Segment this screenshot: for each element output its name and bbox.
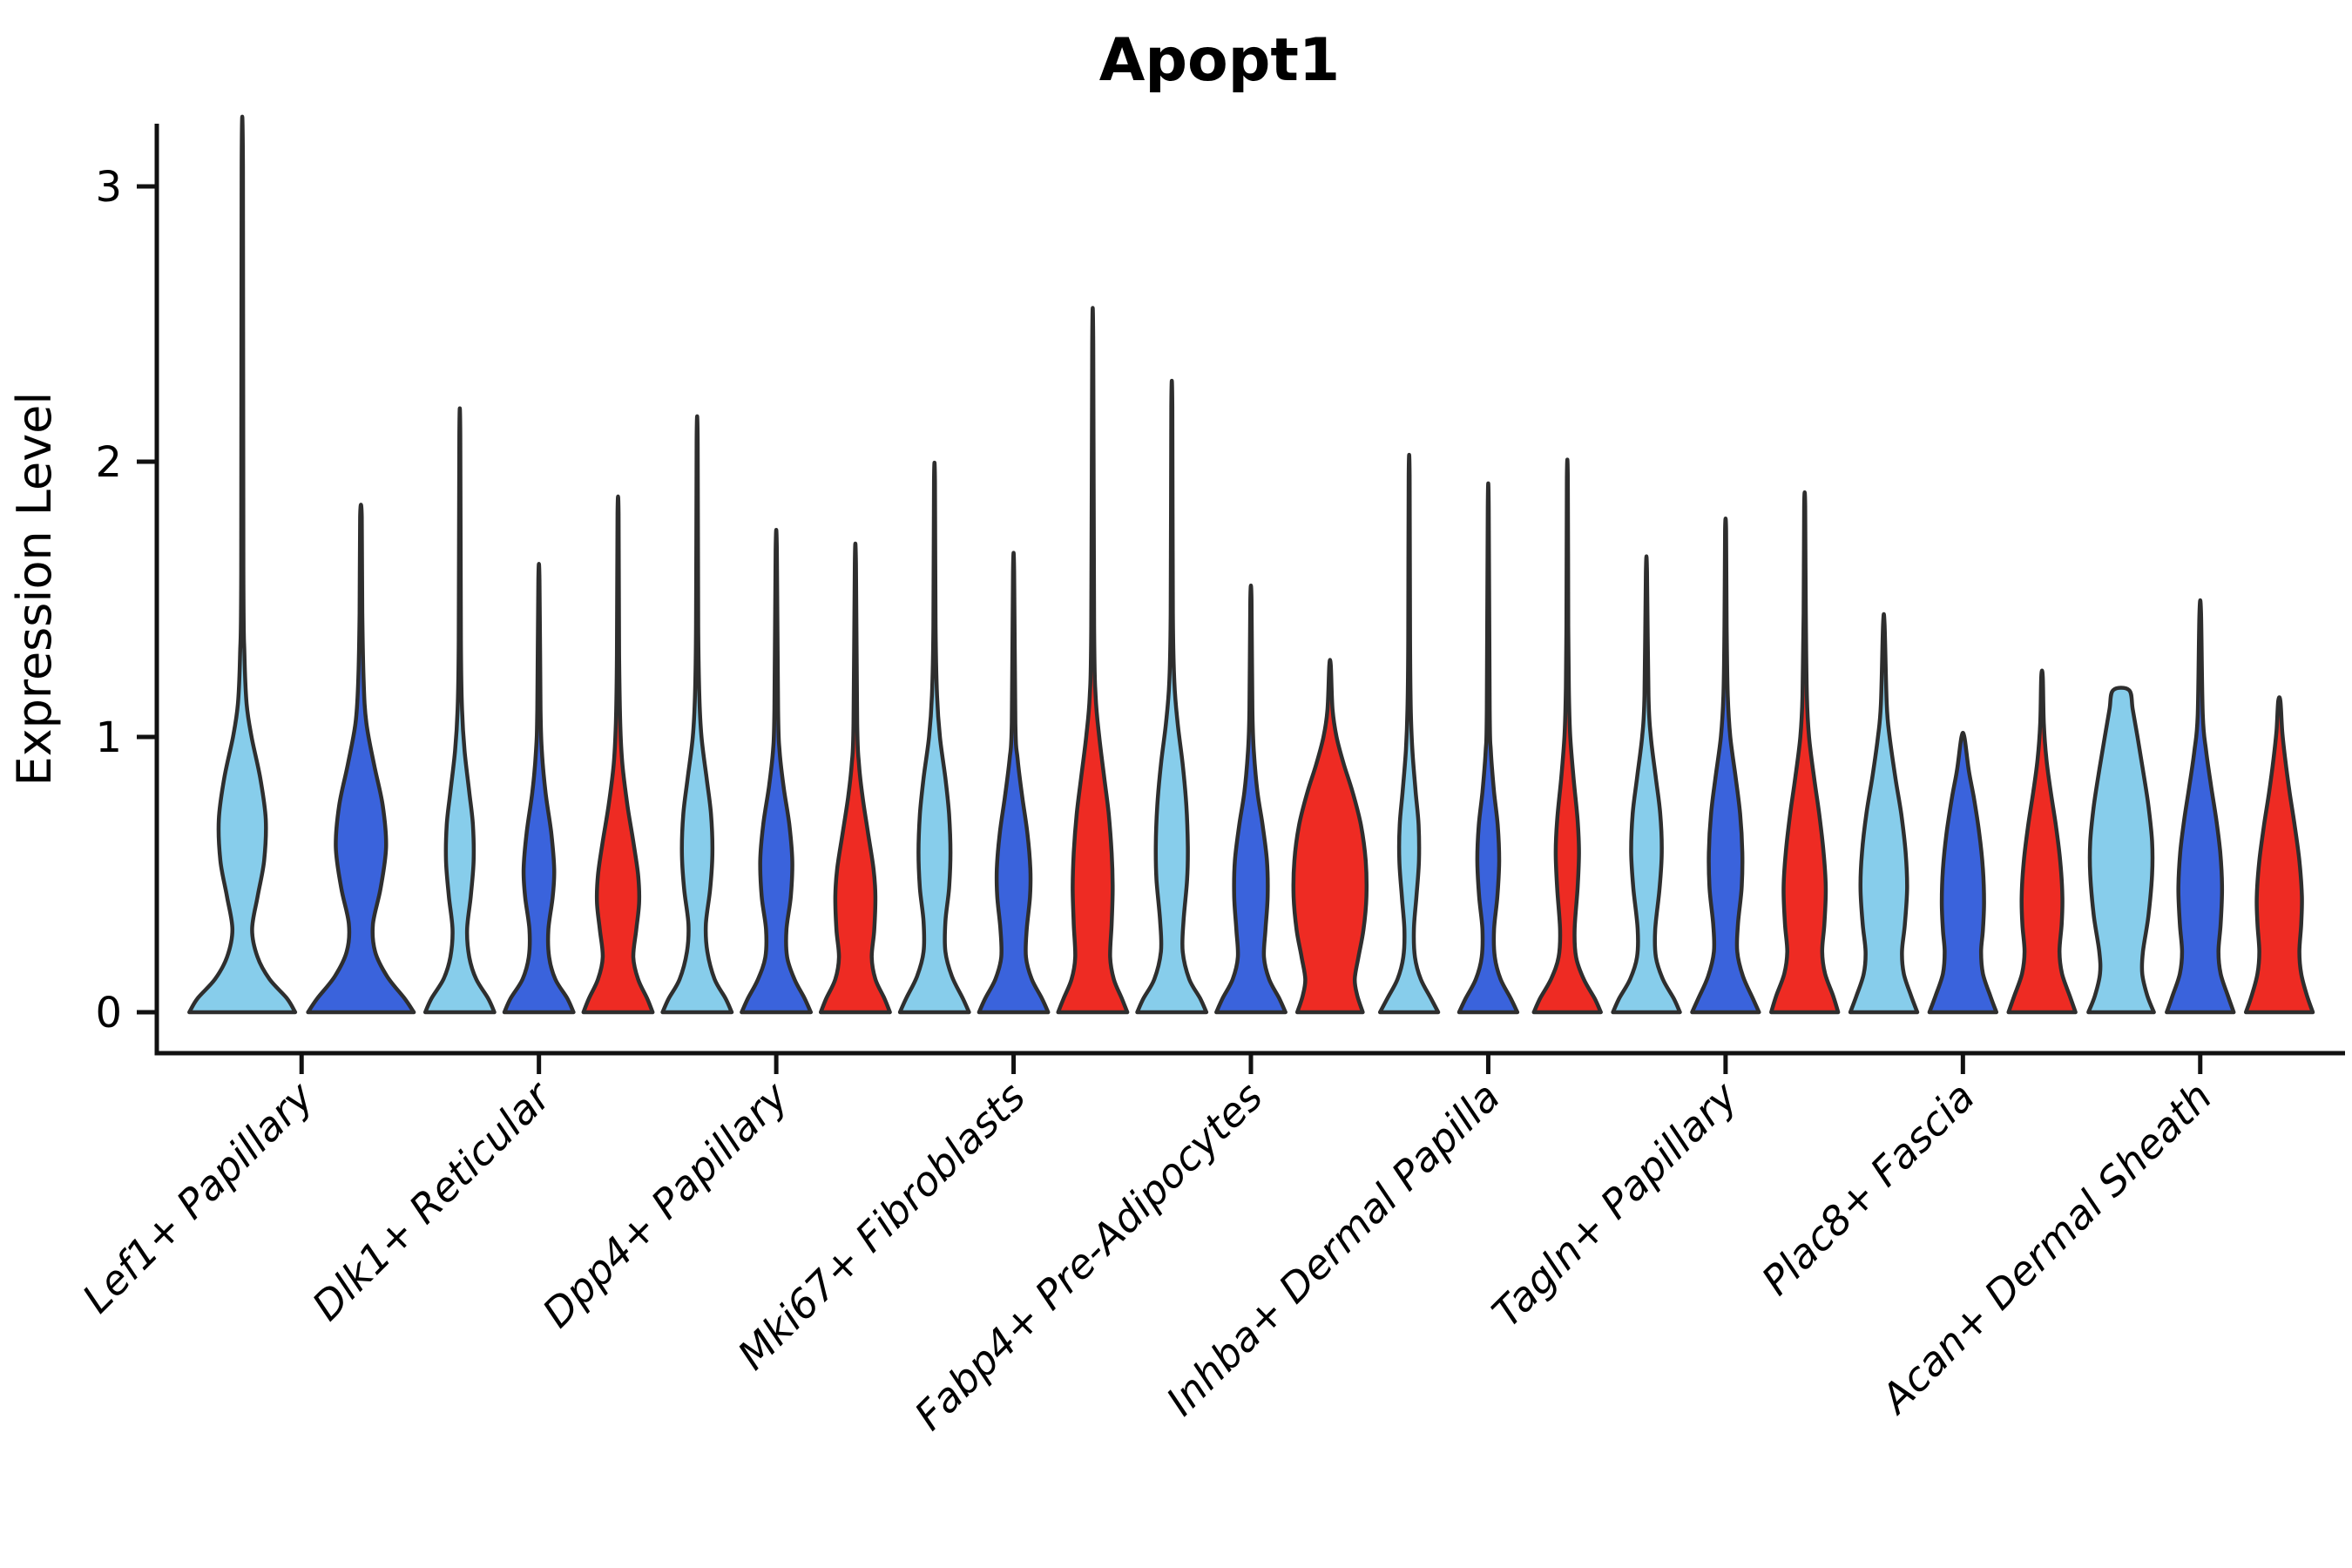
violin-inhba-dermal-papilla-red — [1531, 457, 1603, 1015]
violin-tagln-papillary-light-blue — [1611, 554, 1682, 1015]
violin-dlk1-reticular-dark-blue — [502, 562, 576, 1015]
violin-plac8-fascia-red — [2006, 668, 2078, 1015]
violin-mki67-fibroblasts-light-blue — [897, 460, 971, 1015]
chart-title: Apopt1 — [1099, 26, 1341, 95]
violin-tagln-papillary-dark-blue — [1690, 516, 1761, 1015]
x-tick-label: Dpp4+ Papillary — [533, 1072, 797, 1336]
violin-acan-dermal-sheath-light-blue — [2086, 686, 2156, 1015]
violin-plac8-fascia-light-blue — [1848, 612, 1920, 1015]
x-tick-label: Dlk1+ Reticular — [303, 1071, 562, 1329]
x-tick-label: Tagln+ Papillary — [1483, 1072, 1747, 1336]
violin-acan-dermal-sheath-dark-blue — [2165, 598, 2236, 1015]
violin-series — [187, 114, 2315, 1015]
violin-dpp4-papillary-red — [818, 541, 892, 1015]
violin-tagln-papillary-red — [1769, 490, 1841, 1015]
x-tick-label: Lef1+ Papillary — [73, 1072, 322, 1321]
violin-dlk1-reticular-light-blue — [422, 406, 497, 1015]
violin-dpp4-papillary-light-blue — [660, 414, 734, 1015]
violin-acan-dermal-sheath-red — [2243, 695, 2315, 1015]
violin-mki67-fibroblasts-red — [1056, 306, 1130, 1015]
violin-dlk1-reticular-red — [581, 494, 655, 1015]
violin-lef1-papillary-dark-blue — [306, 503, 416, 1015]
y-axis-label: Expression Level — [7, 392, 62, 787]
violin-inhba-dermal-papilla-light-blue — [1377, 452, 1441, 1015]
violin-lef1-papillary-light-blue — [187, 114, 298, 1015]
violin-mki67-fibroblasts-dark-blue — [977, 551, 1051, 1015]
violin-inhba-dermal-papilla-dark-blue — [1456, 482, 1520, 1015]
y-tick-label: 3 — [95, 163, 122, 212]
y-tick-label: 2 — [95, 438, 122, 487]
y-tick-label: 0 — [95, 989, 122, 1037]
violin-plac8-fascia-dark-blue — [1927, 731, 1999, 1015]
violin-fabp4-pre-adipocytes-light-blue — [1135, 379, 1209, 1015]
y-axis-ticks: 0 1 2 3 — [95, 163, 157, 1037]
x-tick-label: Plac8+ Fascia — [1753, 1073, 1984, 1304]
violin-fabp4-pre-adipocytes-red — [1291, 658, 1369, 1015]
violin-fabp4-pre-adipocytes-dark-blue — [1214, 583, 1288, 1015]
violin-dpp4-papillary-dark-blue — [740, 527, 814, 1015]
y-tick-label: 1 — [95, 713, 122, 762]
